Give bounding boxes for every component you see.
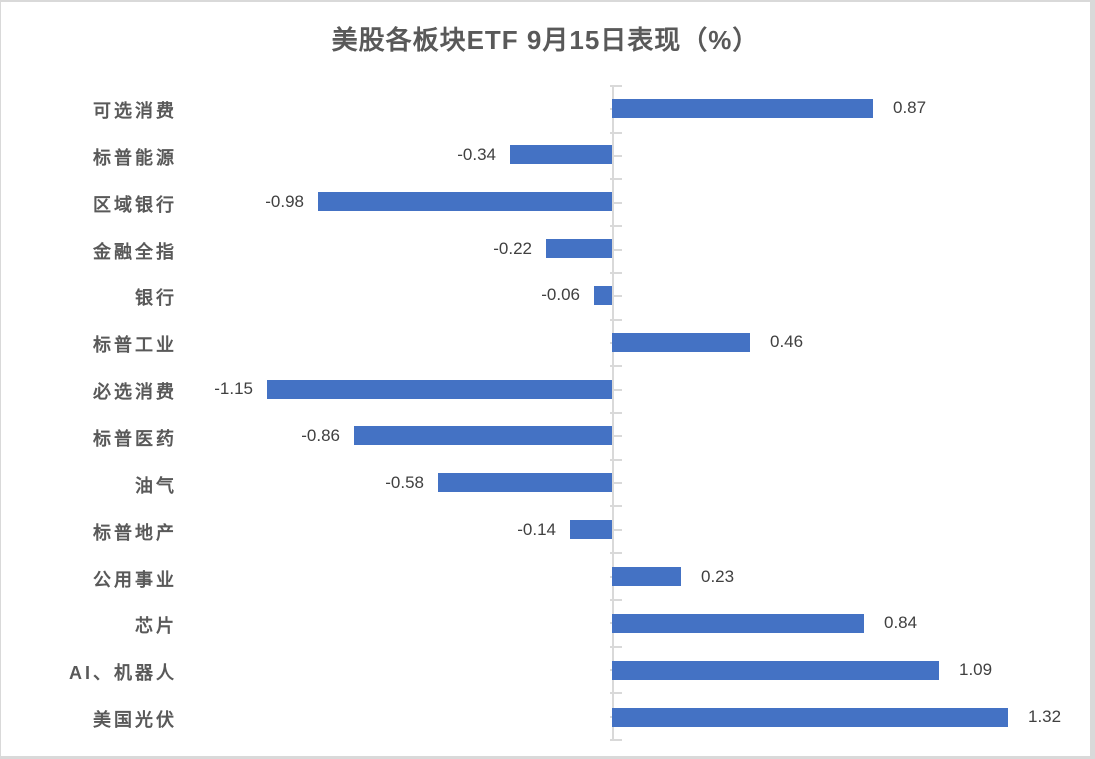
axis-tick: [610, 482, 622, 484]
category-label: 油气: [135, 475, 177, 496]
category-label: 金融全指: [93, 241, 177, 262]
axis-tick: [610, 739, 622, 741]
category-label: 公用事业: [93, 569, 177, 590]
bar: [438, 473, 612, 493]
bar: [612, 660, 939, 680]
value-label: -0.58: [385, 472, 424, 492]
bar: [594, 285, 612, 305]
category-label: 标普医药: [93, 428, 177, 449]
bar: [267, 379, 612, 399]
value-label: -0.22: [493, 238, 532, 258]
value-label: -1.15: [214, 379, 253, 399]
value-label: -0.98: [265, 191, 304, 211]
bar: [546, 239, 612, 259]
axis-tick: [610, 599, 622, 601]
axis-tick: [610, 435, 622, 437]
category-label: 可选消费: [93, 101, 177, 121]
axis-tick: [610, 225, 622, 227]
bar: [612, 98, 873, 118]
axis-tick: [610, 272, 622, 274]
axis-tick: [610, 692, 622, 694]
axis-tick: [610, 85, 622, 87]
value-label: 0.46: [770, 332, 804, 352]
axis-tick: [610, 459, 622, 461]
value-label: -0.86: [301, 425, 340, 445]
bar: [570, 520, 612, 540]
category-label: 标普地产: [93, 522, 177, 543]
category-label: 标普能源: [93, 147, 177, 168]
axis-tick: [610, 365, 622, 367]
category-label: 必选消费: [93, 382, 177, 403]
axis-tick: [610, 646, 622, 648]
value-label: 0.84: [884, 613, 918, 633]
axis-tick: [610, 249, 622, 251]
category-label: AI、机器人: [69, 663, 177, 684]
value-label: 1.09: [959, 660, 993, 680]
axis-tick: [610, 529, 622, 531]
bar: [612, 332, 750, 352]
axis-tick: [610, 295, 622, 297]
value-label: -0.34: [457, 144, 496, 164]
bar: [318, 192, 612, 212]
category-label: 美国光伏: [93, 710, 177, 731]
axis-tick: [610, 155, 622, 157]
axis-tick: [610, 202, 622, 204]
axis-tick: [610, 552, 622, 554]
bar: [612, 613, 864, 633]
axis-tick: [610, 389, 622, 391]
bar: [612, 567, 681, 586]
axis-tick: [610, 319, 622, 321]
category-label: 区域银行: [93, 194, 177, 215]
value-label: 0.23: [701, 566, 735, 586]
value-label: 1.32: [1028, 707, 1062, 727]
bar: [510, 145, 612, 165]
bar: [354, 426, 612, 446]
value-label: 0.87: [893, 98, 927, 117]
value-label: -0.06: [541, 285, 580, 305]
axis-tick: [610, 132, 622, 134]
bar: [612, 707, 1008, 727]
axis-tick: [610, 505, 622, 507]
axis-tick: [610, 412, 622, 414]
category-label: 芯片: [135, 616, 177, 637]
value-label: -0.14: [517, 519, 556, 539]
axis-tick: [610, 178, 622, 180]
chart-title: 美股各板块ETF 9月15日表现（%）: [331, 25, 760, 55]
category-label: 银行: [135, 288, 177, 309]
category-label: 标普工业: [93, 335, 177, 356]
